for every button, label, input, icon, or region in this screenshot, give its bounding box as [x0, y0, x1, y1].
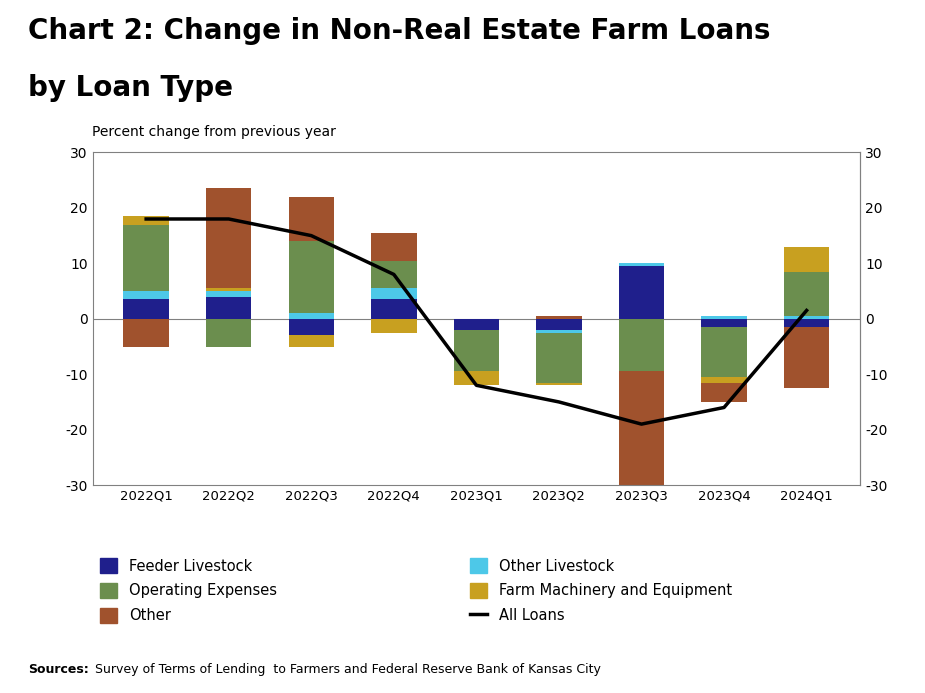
Bar [783, 247, 830, 272]
Bar [289, 313, 334, 319]
Bar [619, 371, 664, 521]
Bar [206, 297, 252, 319]
Bar [536, 333, 582, 383]
Bar [619, 266, 664, 319]
Bar [371, 261, 416, 288]
Bar [783, 327, 830, 388]
Bar [371, 233, 416, 261]
Bar [123, 291, 169, 299]
Text: Survey of Terms of Lending  to Farmers and Federal Reserve Bank of Kansas City: Survey of Terms of Lending to Farmers an… [91, 663, 600, 676]
Bar [453, 371, 500, 385]
Bar [536, 316, 582, 319]
Bar [783, 272, 830, 316]
Text: Chart 2: Change in Non-Real Estate Farm Loans: Chart 2: Change in Non-Real Estate Farm … [28, 17, 771, 45]
Text: Percent change from previous year: Percent change from previous year [92, 125, 337, 139]
Bar [536, 330, 582, 333]
Bar [701, 377, 746, 383]
Bar [371, 288, 416, 299]
Bar [701, 383, 746, 402]
Bar [701, 319, 746, 327]
Bar [619, 319, 664, 371]
Bar [206, 319, 252, 346]
Bar [123, 319, 169, 346]
Bar [536, 383, 582, 385]
Bar [206, 291, 252, 297]
Bar [371, 319, 416, 333]
Bar [289, 335, 334, 346]
Bar [289, 197, 334, 241]
Legend: Feeder Livestock, Operating Expenses, Other: Feeder Livestock, Operating Expenses, Ot… [100, 558, 277, 623]
Bar [783, 319, 830, 327]
Bar [206, 288, 252, 291]
Bar [783, 316, 830, 319]
Bar [289, 241, 334, 313]
Bar [289, 319, 334, 335]
Bar [453, 330, 500, 371]
Text: by Loan Type: by Loan Type [28, 74, 233, 102]
Bar [701, 327, 746, 377]
Bar [123, 216, 169, 225]
Bar [371, 299, 416, 319]
Bar [536, 319, 582, 330]
Bar [206, 188, 252, 288]
Bar [619, 263, 664, 266]
Bar [701, 316, 746, 319]
Text: Sources:: Sources: [28, 663, 89, 676]
Bar [123, 299, 169, 319]
Legend: Other Livestock, Farm Machinery and Equipment, All Loans: Other Livestock, Farm Machinery and Equi… [470, 558, 732, 623]
Bar [123, 225, 169, 291]
Bar [453, 319, 500, 330]
